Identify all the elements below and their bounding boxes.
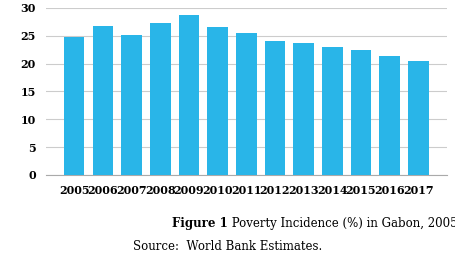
- Bar: [150, 23, 170, 175]
- Bar: [321, 47, 342, 175]
- Text: Poverty Incidence (%) in Gabon, 2005-2017: Poverty Incidence (%) in Gabon, 2005-201…: [228, 217, 455, 230]
- Bar: [92, 26, 113, 175]
- Bar: [235, 33, 256, 175]
- Bar: [350, 50, 370, 175]
- Bar: [178, 15, 199, 175]
- Bar: [264, 41, 285, 175]
- Bar: [293, 44, 313, 175]
- Text: Figure 1: Figure 1: [172, 217, 228, 230]
- Bar: [121, 35, 142, 175]
- Bar: [407, 61, 428, 175]
- Bar: [379, 56, 399, 175]
- Text: Source:  World Bank Estimates.: Source: World Bank Estimates.: [133, 240, 322, 253]
- Bar: [64, 37, 84, 175]
- Bar: [207, 27, 228, 175]
